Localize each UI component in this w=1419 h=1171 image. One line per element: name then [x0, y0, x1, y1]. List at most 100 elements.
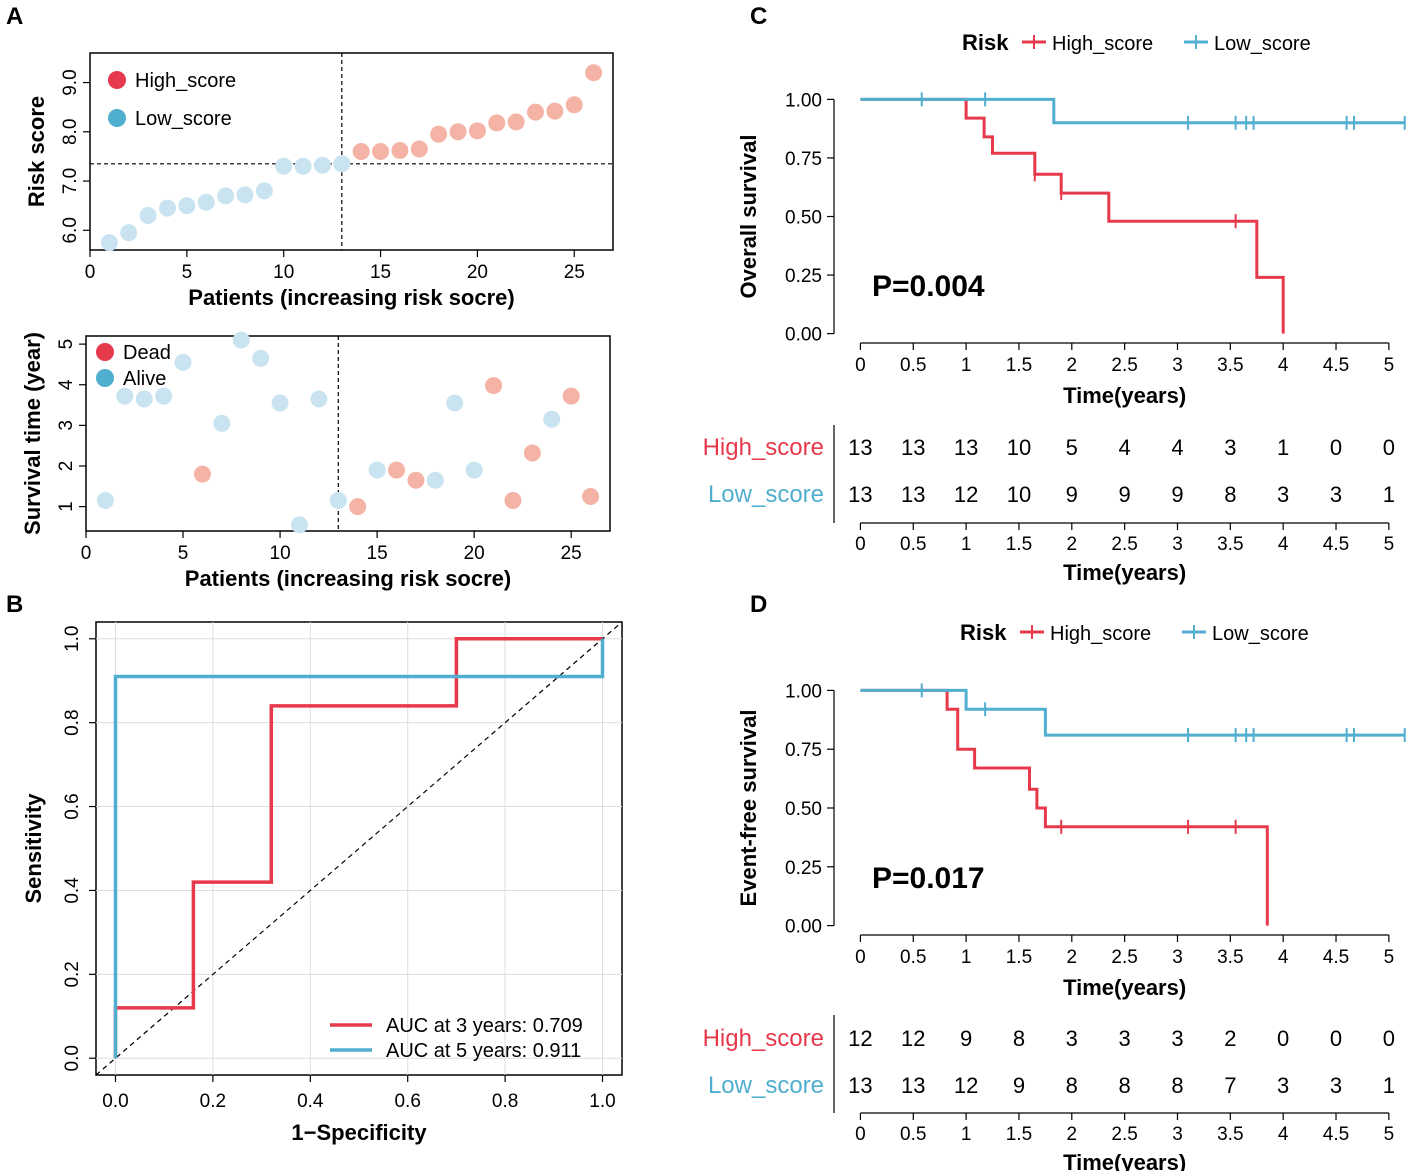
x-tick-label: 4.5 [1323, 947, 1349, 968]
data-point [465, 461, 483, 479]
risk-table-cell: 8 [1013, 1026, 1025, 1051]
risk-table-cell: 5 [1066, 435, 1078, 460]
p-value-label: P=0.004 [872, 270, 985, 303]
data-point [562, 387, 580, 405]
roc-curve-line [113, 638, 605, 1059]
risk-table-cell: 8 [1066, 1073, 1078, 1098]
x-tick-label: 1.0 [589, 1091, 615, 1112]
risk-table-cell: 3 [1277, 482, 1289, 507]
data-point [100, 234, 118, 252]
y-tick-label: 0.6 [62, 793, 83, 819]
legend-label: High_score [1050, 623, 1151, 645]
survival-curve-line [860, 97, 1405, 125]
risk-table-cell: 4 [1171, 435, 1183, 460]
x-tick-label: 1 [961, 355, 972, 376]
risk-table-cell: 4 [1119, 435, 1131, 460]
y-axis-title: Overall survival [736, 135, 761, 299]
x-tick-label: 0.6 [394, 1091, 420, 1112]
y-tick-label: 1.0 [62, 626, 83, 652]
y-tick-label: 0.50 [785, 799, 822, 820]
risk-table-x-tick-label: 0.5 [900, 534, 926, 555]
risk-table-cell: 13 [901, 435, 925, 460]
roc-curve-line [113, 637, 603, 1059]
data-point [155, 387, 173, 405]
y-axis-title: Survival time (year) [20, 332, 45, 535]
x-tick-label: 3.5 [1217, 355, 1243, 376]
risk-table-cell: 0 [1330, 435, 1342, 460]
risk-table-row-label: Low_score [708, 481, 824, 508]
data-point [329, 492, 347, 510]
data-point [310, 390, 328, 408]
risk-table-x-tick-label: 2.5 [1111, 1124, 1137, 1145]
legend-label: AUC at 3 years: 0.709 [386, 1015, 583, 1037]
y-tick-label: 4 [56, 379, 77, 390]
x-tick-label: 0 [85, 262, 96, 283]
risk-table-cell: 0 [1330, 1026, 1342, 1051]
data-point [252, 349, 270, 367]
panel-letter-d: D [750, 591, 767, 618]
data-point [543, 410, 561, 428]
y-tick-label: 7.0 [60, 168, 81, 194]
y-tick-label: 1.00 [785, 90, 822, 111]
risk-table-x-tick-label: 4.5 [1323, 534, 1349, 555]
data-point [449, 123, 467, 141]
risk-table-cell: 13 [848, 1073, 872, 1098]
x-tick-label: 4 [1278, 355, 1289, 376]
legend-label: Alive [123, 368, 166, 390]
data-point [313, 156, 331, 174]
data-point [407, 471, 425, 489]
risk-table-x-axis-title: Time(years) [1063, 560, 1186, 585]
risk-table-x-tick-label: 0.5 [900, 1124, 926, 1145]
x-tick-label: 2.5 [1111, 355, 1137, 376]
x-tick-label: 5 [1384, 947, 1395, 968]
x-axis-title: Time(years) [1063, 975, 1186, 1000]
risk-table-x-tick-label: 1.5 [1006, 1124, 1032, 1145]
x-axis-title: Patients (increasing risk socre) [188, 285, 514, 310]
data-point [232, 331, 250, 349]
x-tick-label: 5 [1384, 355, 1395, 376]
risk-table-cell: 10 [1007, 435, 1031, 460]
risk-table-cell: 12 [954, 1073, 978, 1098]
x-tick-label: 10 [270, 543, 291, 564]
y-tick-label: 6.0 [60, 217, 81, 243]
data-point [217, 187, 235, 205]
risk-table-x-tick-label: 3 [1172, 534, 1183, 555]
risk-table-x-tick-label: 4.5 [1323, 1124, 1349, 1145]
panel-letter-a: A [6, 3, 23, 30]
y-tick-label: 1 [56, 501, 77, 512]
data-point [446, 394, 464, 412]
x-tick-label: 5 [178, 543, 189, 564]
x-tick-label: 0.8 [492, 1091, 518, 1112]
risk-table-cell: 1 [1383, 482, 1395, 507]
x-axis-title: Time(years) [1063, 383, 1186, 408]
y-tick-label: 0.2 [62, 961, 83, 987]
y-tick-label: 5 [56, 339, 77, 350]
data-point [213, 414, 231, 432]
risk-table-cell: 3 [1171, 1026, 1183, 1051]
risk-table-cell: 9 [960, 1026, 972, 1051]
x-tick-label: 4 [1278, 947, 1289, 968]
legend-label: Low_score [135, 108, 232, 130]
legend-marker [96, 343, 114, 361]
x-tick-label: 2 [1067, 355, 1078, 376]
y-tick-label: 0.00 [785, 325, 822, 346]
data-point [426, 471, 444, 489]
y-axis-title: Sensitivity [21, 793, 46, 904]
overall-survival-plot: 0 0.5 1 1.5 2 2.5 3 3.5 4 4.5 50.000.250.500.751.0… [703, 30, 1406, 585]
data-point [116, 387, 134, 405]
data-point [290, 516, 308, 534]
risk-table-cell: 3 [1224, 435, 1236, 460]
risk-table-x-tick-label: 2 [1067, 1124, 1078, 1145]
data-point [275, 157, 293, 175]
x-axis-title: 1−Specificity [291, 1120, 427, 1145]
data-point [294, 157, 312, 175]
risk-table-cell: 3 [1119, 1026, 1131, 1051]
data-point [504, 492, 522, 510]
x-tick-label: 1 [961, 947, 972, 968]
p-value-label: P=0.017 [872, 862, 985, 895]
data-point [197, 193, 215, 211]
data-point [236, 186, 254, 204]
y-tick-label: 0.25 [785, 266, 822, 287]
legend-label: High_score [135, 70, 236, 92]
